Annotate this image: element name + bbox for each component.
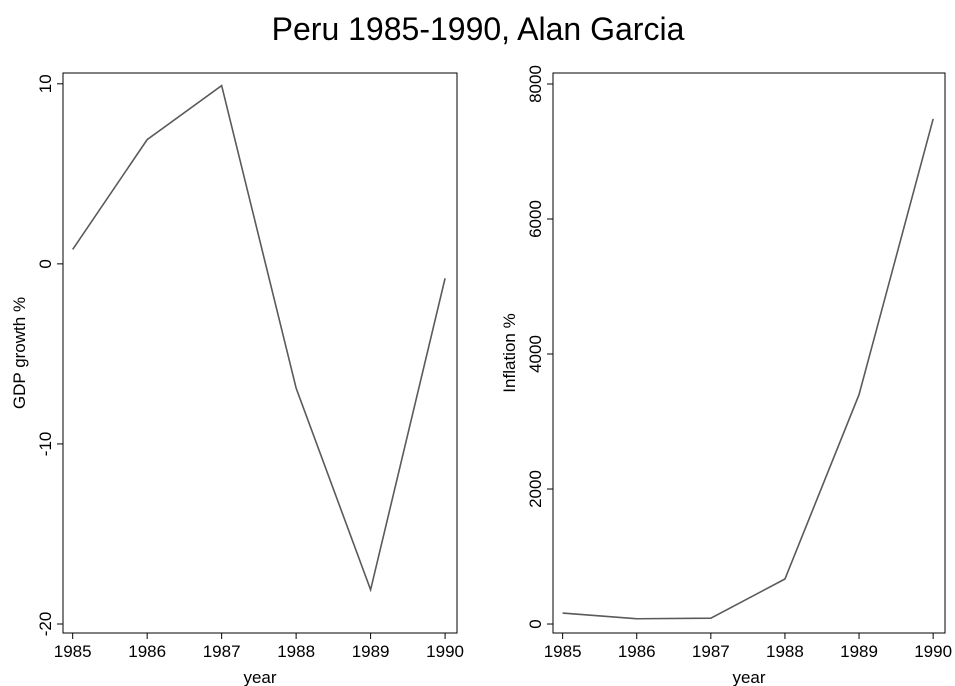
- y-tick-label: 4000: [526, 335, 545, 373]
- x-tick-label: 1988: [277, 642, 315, 661]
- x-axis-label: year: [243, 668, 276, 686]
- data-line: [562, 118, 934, 620]
- y-tick-label: 0: [36, 259, 55, 268]
- y-tick-label: 6000: [526, 200, 545, 238]
- x-tick-label: 1988: [766, 642, 804, 661]
- y-tick-label: 8000: [526, 65, 545, 103]
- x-axis-label: year: [732, 668, 765, 686]
- x-tick-label: 1985: [544, 642, 582, 661]
- y-tick-label: -10: [36, 432, 55, 457]
- x-tick-label: 1990: [914, 642, 952, 661]
- y-tick-label: -20: [36, 612, 55, 637]
- y-tick-label: 2000: [526, 470, 545, 508]
- figure-title: Peru 1985-1990, Alan Garcia: [272, 11, 685, 47]
- x-tick-label: 1986: [128, 642, 166, 661]
- x-tick-label: 1989: [352, 642, 390, 661]
- y-tick-label: 0: [526, 619, 545, 628]
- data-line: [72, 84, 446, 593]
- plot-frame: [62, 72, 458, 634]
- x-tick-label: 1990: [426, 642, 464, 661]
- x-tick-label: 1987: [203, 642, 241, 661]
- x-tick-label: 1987: [692, 642, 730, 661]
- x-tick-label: 1986: [618, 642, 656, 661]
- y-axis-label: Inflation %: [500, 313, 519, 392]
- plot-frame: [552, 72, 946, 634]
- y-axis-label: GDP growth %: [10, 297, 29, 409]
- y-tick-label: 10: [36, 74, 55, 93]
- x-tick-label: 1985: [54, 642, 92, 661]
- x-tick-label: 1989: [840, 642, 878, 661]
